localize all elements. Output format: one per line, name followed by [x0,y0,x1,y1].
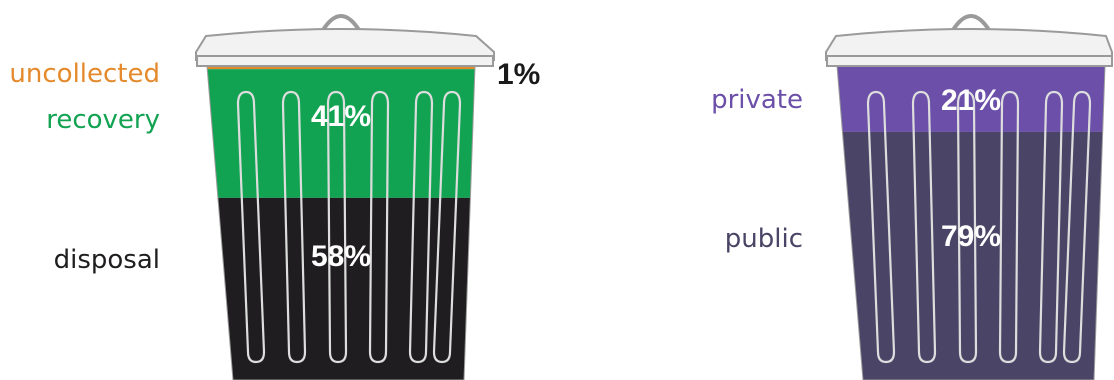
value-recovery: 41% [311,100,371,133]
value-private: 21% [941,84,1001,117]
label-uncollected: uncollected [9,59,160,89]
can-lid-left [195,14,495,67]
right-trash-can: private public 21% 79% [711,14,1113,380]
left-trash-can: uncollected recovery disposal 1% 41% 58% [9,14,540,380]
segment-disposal [207,197,475,380]
can-ridges-left [236,90,462,364]
can-lid-right [825,14,1113,67]
segment-private [837,66,1105,132]
label-recovery: recovery [46,105,160,135]
value-uncollected: 1% [497,58,540,91]
label-public: public [725,224,803,254]
label-private: private [711,85,803,115]
segment-uncollected [207,66,475,70]
lid-handle-right [951,14,991,32]
label-disposal: disposal [54,245,160,275]
can-ridges-right [866,90,1092,364]
value-public: 79% [941,220,1001,253]
value-disposal: 58% [311,240,371,273]
lid-handle-left [321,14,361,32]
